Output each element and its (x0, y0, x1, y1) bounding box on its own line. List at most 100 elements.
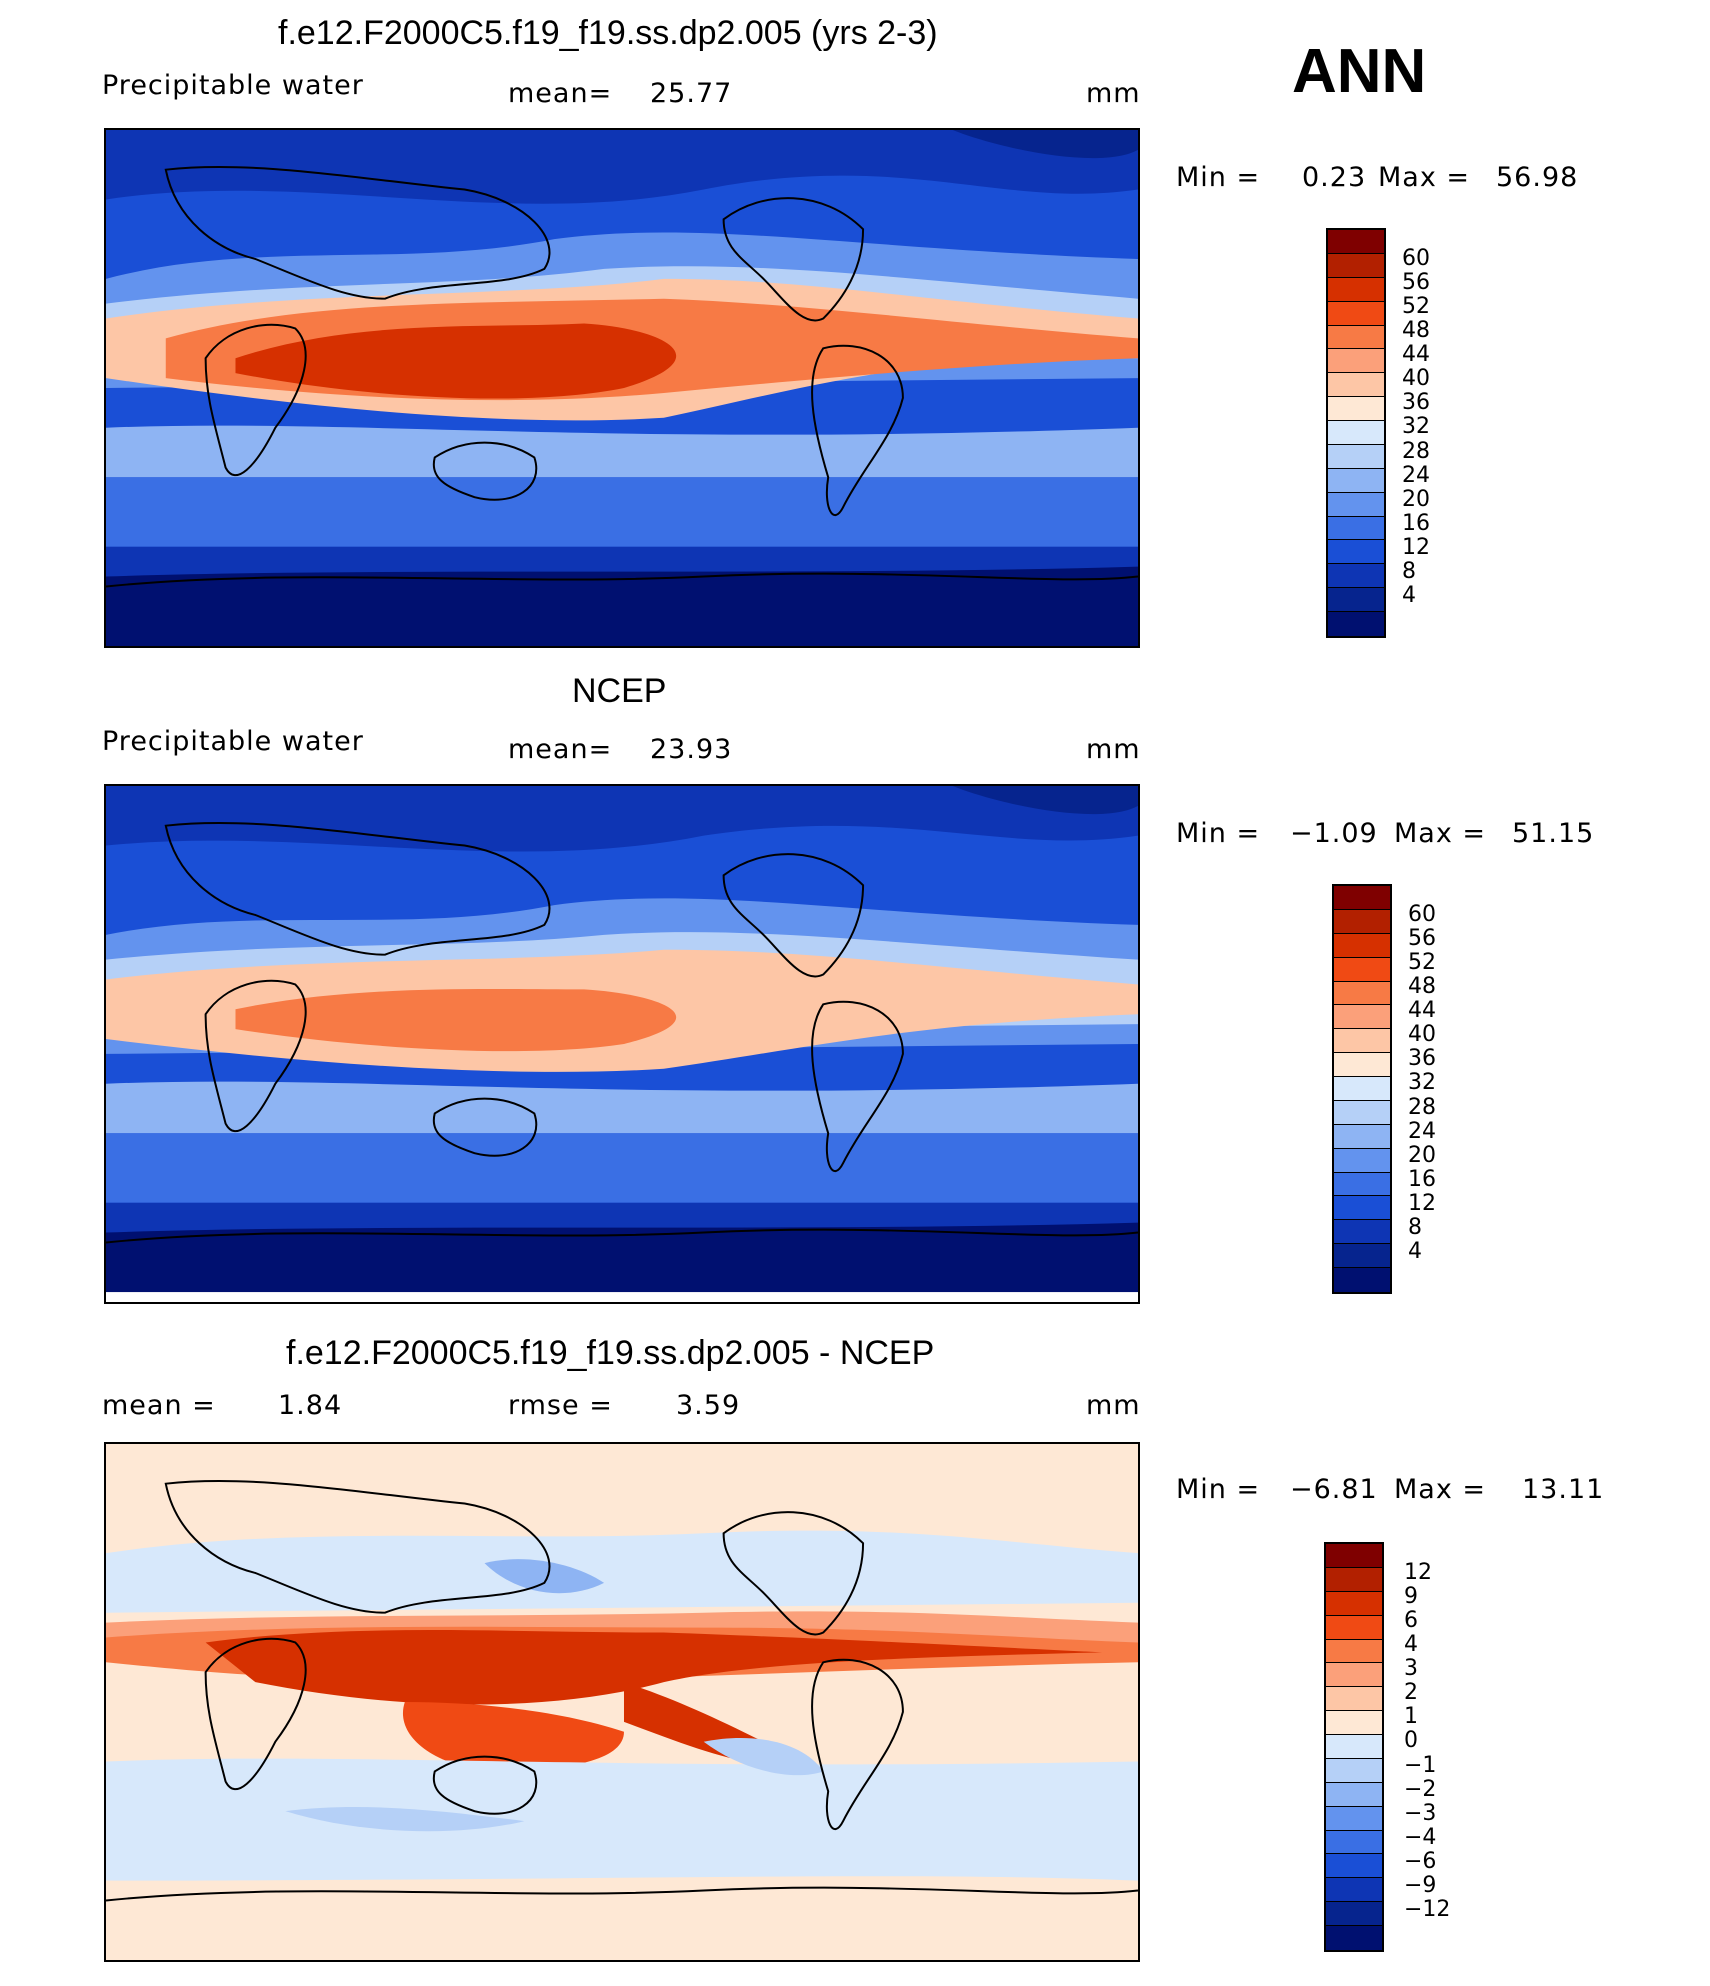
colorbar-tick-label: 20 (1408, 1142, 1436, 1168)
colorbar-tick-label: 48 (1402, 317, 1430, 343)
colorbar-tick-label: 8 (1402, 559, 1416, 585)
panel-2-mean-label: mean= (508, 734, 613, 765)
colorbar-segment (1334, 1220, 1390, 1245)
panel-3-max-label: Max = (1394, 1474, 1487, 1505)
panel-2-title: NCEP (572, 672, 667, 710)
colorbar-tick-label: 4 (1408, 1239, 1422, 1265)
colorbar-tick-label: 24 (1408, 1118, 1436, 1144)
colorbar-tick-label: 48 (1408, 973, 1436, 999)
colorbar-tick-label: 36 (1408, 1046, 1436, 1072)
colorbar-segment (1334, 909, 1390, 934)
panel-1-min-label: Min = (1176, 162, 1261, 193)
colorbar-segment (1326, 1878, 1382, 1903)
colorbar-tick-label: 36 (1402, 390, 1430, 416)
colorbar-tick-label: −6 (1404, 1849, 1437, 1875)
colorbar-tick-label: 40 (1408, 1022, 1436, 1048)
colorbar-segment (1326, 1902, 1382, 1926)
colorbar-segment (1326, 1591, 1382, 1616)
season-label: ANN (1292, 37, 1427, 106)
colorbar-segment (1326, 1735, 1382, 1759)
colorbar-segment (1334, 1029, 1390, 1054)
colorbar-tick-label: 56 (1408, 925, 1436, 951)
colorbar-tick-label: −1 (1404, 1752, 1437, 1778)
colorbar-segment (1328, 230, 1384, 254)
colorbar-segment (1328, 444, 1384, 469)
colorbar-segment (1328, 373, 1384, 398)
colorbar-segment (1328, 588, 1384, 612)
colorbar-segment (1334, 981, 1390, 1006)
colorbar-tick-label: 4 (1404, 1631, 1418, 1657)
panel-3-map (104, 1442, 1140, 1962)
colorbar-segment (1326, 1687, 1382, 1712)
colorbar-tick-label: −9 (1404, 1873, 1437, 1899)
panel-1-colorbar (1326, 228, 1386, 638)
colorbar-segment (1326, 1567, 1382, 1592)
colorbar-tick-label: 28 (1402, 438, 1430, 464)
panel-3-max-value: 13.11 (1522, 1474, 1605, 1505)
colorbar-segment (1334, 1100, 1390, 1125)
colorbar-segment (1328, 516, 1384, 541)
panel-1-mean-value: 25.77 (650, 78, 733, 109)
colorbar-tick-label: −4 (1404, 1824, 1437, 1850)
colorbar-segment (1334, 1244, 1390, 1268)
colorbar-segment (1326, 1615, 1382, 1640)
colorbar-segment (1326, 1544, 1382, 1568)
colorbar-segment (1334, 1196, 1390, 1221)
colorbar-segment (1328, 301, 1384, 326)
colorbar-segment (1328, 468, 1384, 493)
colorbar-tick-label: −3 (1404, 1800, 1437, 1826)
colorbar-tick-label: 6 (1404, 1607, 1418, 1633)
colorbar-tick-label: 16 (1408, 1166, 1436, 1192)
colorbar-tick-label: 2 (1404, 1680, 1418, 1706)
panel-3-colorbar (1324, 1542, 1384, 1952)
colorbar-tick-label: 12 (1404, 1559, 1432, 1585)
colorbar-segment (1328, 421, 1384, 445)
colorbar-tick-label: 9 (1404, 1583, 1418, 1609)
colorbar-segment (1328, 540, 1384, 565)
panel-2-colorbar (1332, 884, 1392, 1294)
panel-3-rmse-value: 3.59 (676, 1390, 741, 1421)
colorbar-segment (1328, 325, 1384, 350)
colorbar-segment (1334, 1005, 1390, 1030)
colorbar-tick-label: 20 (1402, 486, 1430, 512)
colorbar-segment (1334, 1268, 1390, 1292)
colorbar-segment (1334, 957, 1390, 982)
colorbar-tick-label: 56 (1402, 269, 1430, 295)
colorbar-tick-label: 1 (1404, 1704, 1418, 1730)
panel-3-mean-value: 1.84 (278, 1390, 343, 1421)
colorbar-tick-label: 0 (1404, 1728, 1418, 1754)
colorbar-tick-label: 28 (1408, 1094, 1436, 1120)
colorbar-tick-label: 52 (1402, 293, 1430, 319)
panel-2-min-label: Min = (1176, 818, 1261, 849)
colorbar-tick-label: −2 (1404, 1776, 1437, 1802)
panel-2-map (104, 784, 1140, 1304)
panel-1-title: f.e12.F2000C5.f19_f19.ss.dp2.005 (yrs 2-… (278, 14, 938, 52)
colorbar-segment (1328, 492, 1384, 517)
colorbar-segment (1328, 253, 1384, 278)
panel-3-title: f.e12.F2000C5.f19_f19.ss.dp2.005 - NCEP (286, 1334, 935, 1372)
colorbar-segment (1326, 1758, 1382, 1783)
colorbar-tick-label: 44 (1408, 998, 1436, 1024)
colorbar-tick-label: −12 (1404, 1897, 1451, 1923)
colorbar-segment (1328, 564, 1384, 589)
colorbar-tick-label: 32 (1402, 414, 1430, 440)
colorbar-tick-label: 60 (1402, 245, 1430, 271)
colorbar-segment (1334, 1124, 1390, 1149)
colorbar-segment (1334, 1148, 1390, 1173)
colorbar-tick-label: 60 (1408, 901, 1436, 927)
colorbar-segment (1326, 1854, 1382, 1879)
colorbar-tick-label: 12 (1402, 535, 1430, 561)
colorbar-tick-label: 52 (1408, 949, 1436, 975)
panel-2-min-value: −1.09 (1290, 818, 1378, 849)
panel-3-rmse-label: rmse = (508, 1390, 613, 1421)
panel-1-min-value: 0.23 (1302, 162, 1367, 193)
colorbar-segment (1328, 349, 1384, 374)
panel-2-max-value: 51.15 (1512, 818, 1595, 849)
panel-2-variable: Precipitable water (102, 726, 364, 757)
colorbar-segment (1334, 933, 1390, 958)
colorbar-segment (1328, 612, 1384, 636)
panel-1-variable: Precipitable water (102, 70, 364, 101)
panel-3-min-value: −6.81 (1290, 1474, 1378, 1505)
colorbar-tick-label: 32 (1408, 1070, 1436, 1096)
colorbar-segment (1326, 1639, 1382, 1664)
